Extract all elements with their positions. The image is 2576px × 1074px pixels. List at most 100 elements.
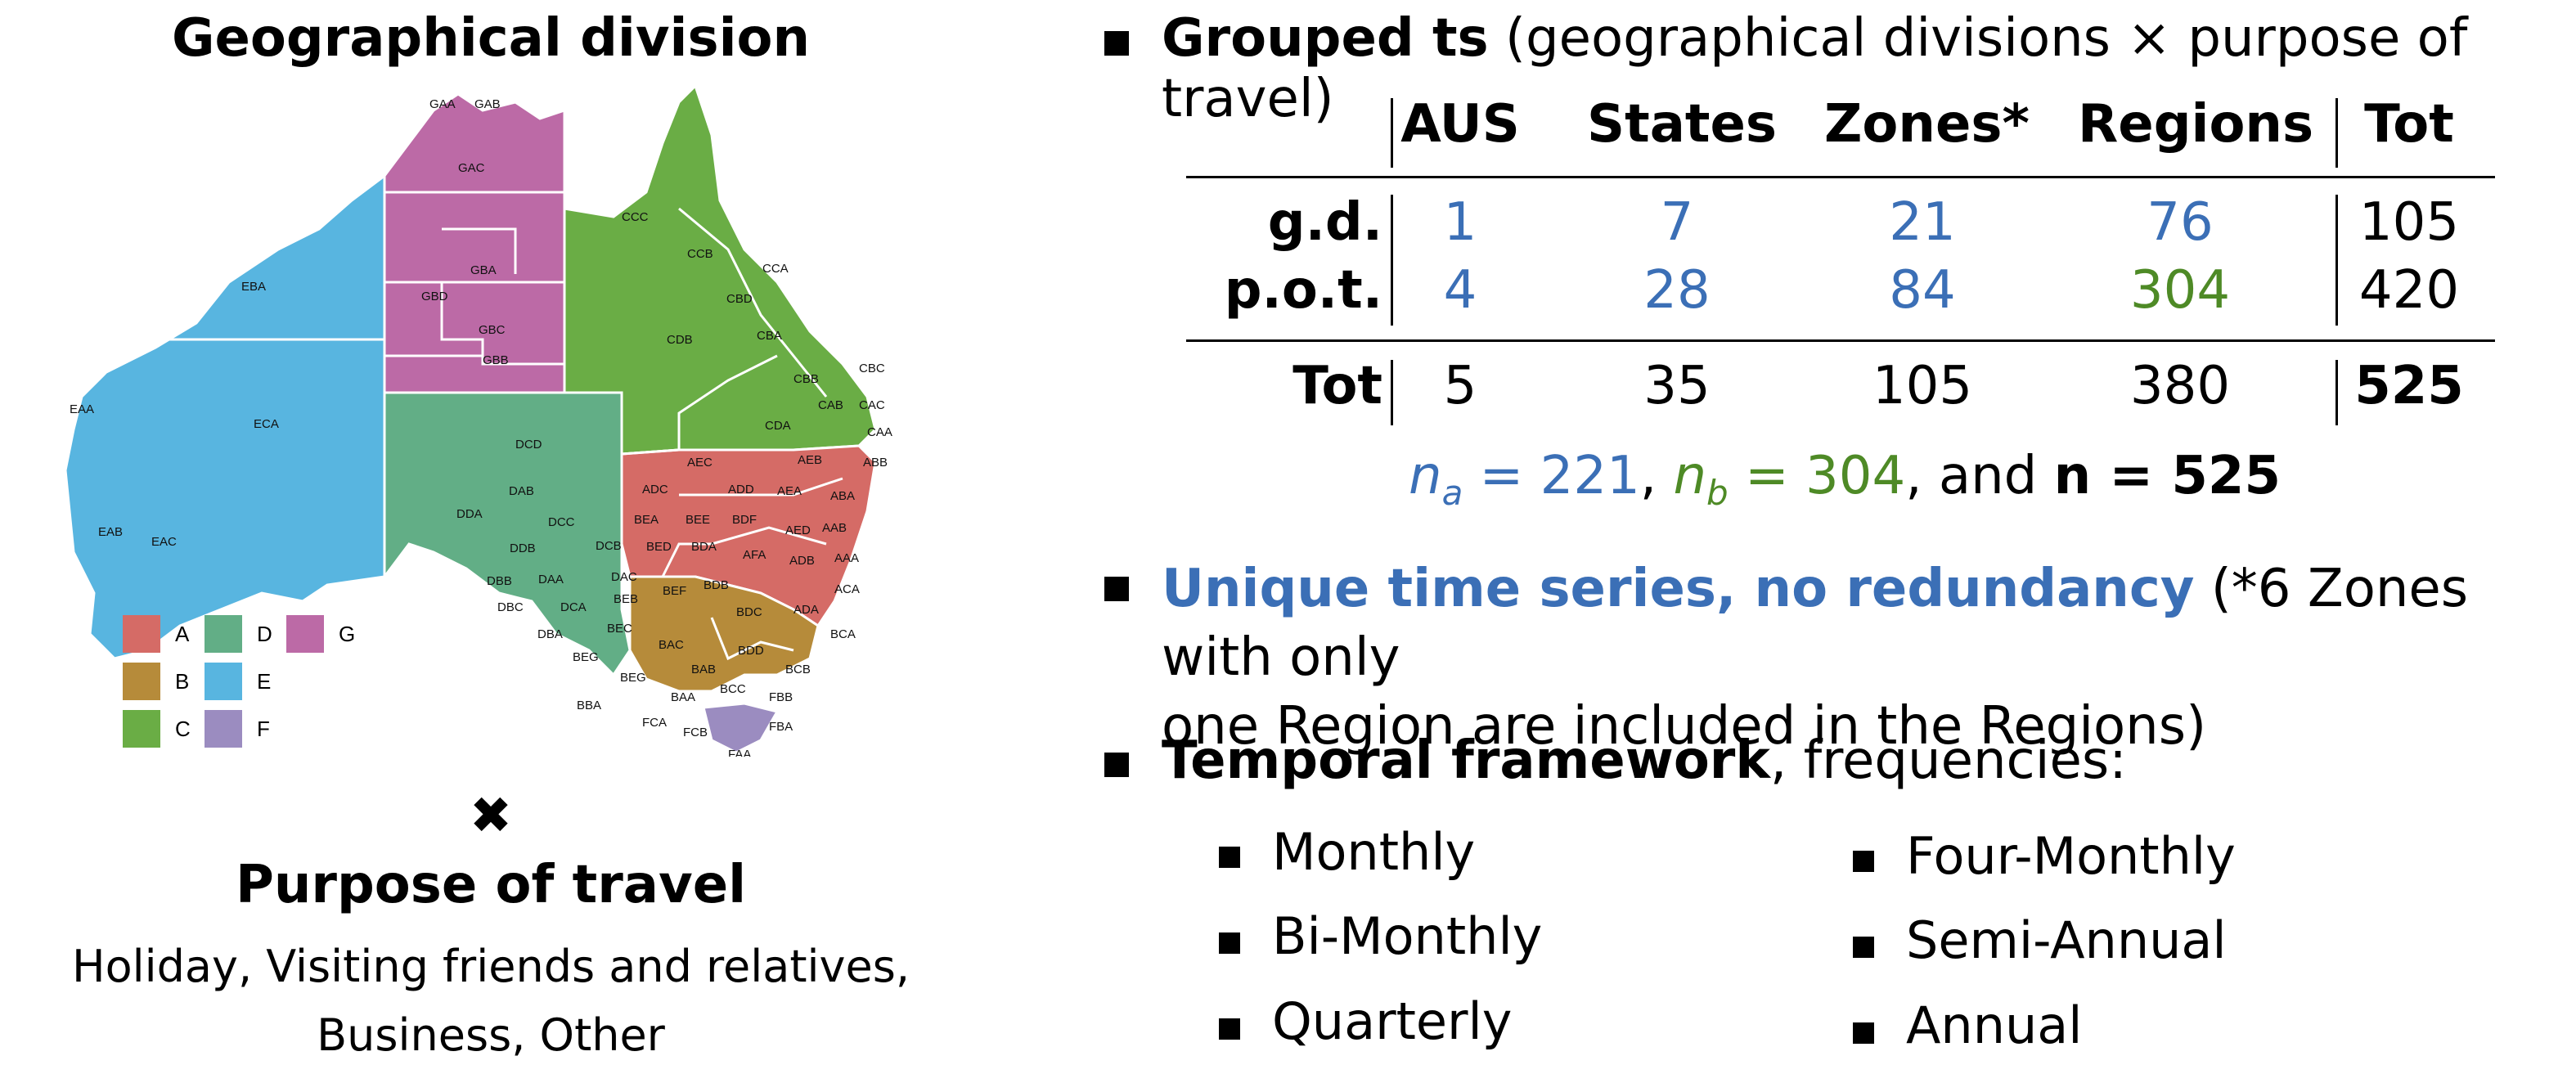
unique-note-part2: one Region are included in the Regions) <box>1162 696 2207 757</box>
table-cell: 76 <box>2147 192 2214 253</box>
region-label: ABB <box>863 456 888 470</box>
region-label: ADD <box>728 483 754 497</box>
region-label: DCC <box>548 515 575 529</box>
region-label: BEG <box>620 671 646 685</box>
table-vrule <box>2335 98 2338 168</box>
temporal-title: Temporal framework <box>1162 730 1770 791</box>
table-cell: 35 <box>1643 356 1711 416</box>
na-expression: na = 221 <box>1409 446 1640 513</box>
bullet-icon <box>1104 753 1129 777</box>
region-label: AFA <box>743 548 766 562</box>
sub-bullet-icon <box>1853 1022 1874 1044</box>
region-label: DDB <box>510 541 536 555</box>
table-cell: 420 <box>2358 260 2460 321</box>
region-label: CCA <box>762 262 789 276</box>
region-label: BCA <box>830 627 856 641</box>
region-label: CBC <box>859 362 885 375</box>
table-cell: 380 <box>2129 356 2231 416</box>
header-tot: Tot <box>2364 94 2454 155</box>
region-label: DBA <box>537 627 563 641</box>
table-cell-grand-total: 525 <box>2354 356 2464 416</box>
region-label: GAC <box>458 161 485 175</box>
legend-item-f: F <box>205 710 270 748</box>
grouped-subtitle: (geographical divisions × purpose of tra… <box>1162 8 2468 129</box>
region-label: FAA <box>728 748 751 757</box>
purpose-description: Holiday, Visiting friends and relatives,… <box>0 932 982 1070</box>
region-label: BDB <box>704 578 729 592</box>
table-cell: 84 <box>1889 260 1956 321</box>
legend-item-g: G <box>286 615 355 653</box>
legend-item-e: E <box>205 663 271 700</box>
region-label: CDB <box>667 333 693 347</box>
region-label: EBA <box>241 280 266 294</box>
legend-item-a: A <box>123 615 189 653</box>
legend-item-d: D <box>205 615 272 653</box>
region-label: GAA <box>429 97 456 111</box>
region-label: BEF <box>663 584 686 598</box>
region-label: BBA <box>577 699 601 712</box>
region-label: BDD <box>738 644 764 658</box>
grouped-heading: Grouped ts (geographical divisions × pur… <box>1162 8 2576 129</box>
state-b-region <box>628 575 820 693</box>
table-vrule <box>1391 98 1393 168</box>
region-label: CCB <box>687 247 713 261</box>
sub-bullet-icon <box>1853 937 1874 958</box>
table-vrule <box>2335 195 2338 326</box>
region-label: ADC <box>642 483 668 497</box>
australia-map-svg <box>64 83 877 754</box>
unique-note: Unique time series, no redundancy (*6 Zo… <box>1162 555 2569 761</box>
region-label: DBC <box>497 600 524 614</box>
region-label: ACA <box>834 582 860 596</box>
table-cell: 304 <box>2129 260 2231 321</box>
sub-bullet-icon <box>1219 847 1240 868</box>
region-label: AED <box>785 524 811 537</box>
region-label: BDC <box>736 605 762 619</box>
state-e-region <box>64 173 386 660</box>
region-label: CAB <box>818 398 843 412</box>
table-cell: 105 <box>2358 192 2460 253</box>
region-label: CAA <box>867 425 892 439</box>
region-label: FBB <box>769 690 793 704</box>
australia-map <box>57 83 924 760</box>
map-title: Geographical division <box>171 8 811 69</box>
region-label: BEC <box>607 622 632 636</box>
freq-monthly: Monthly <box>1272 822 1476 882</box>
freq-quarterly: Quarterly <box>1272 991 1513 1051</box>
region-label: BEG <box>573 650 599 664</box>
region-label: DCD <box>515 438 542 452</box>
table-rule-top <box>1186 176 2495 178</box>
region-label: CBD <box>726 292 753 306</box>
region-label: CBB <box>793 372 819 386</box>
purpose-title: Purpose of travel <box>235 855 747 915</box>
region-labels: GAA GAB GAC GBA GBD GBC GBB CCC CCB CCA … <box>57 86 924 762</box>
region-label: BAA <box>671 690 695 704</box>
region-label: BCC <box>720 682 746 696</box>
grouped-title: Grouped ts <box>1162 8 1489 69</box>
region-label: BEA <box>634 513 659 527</box>
table-cell: 1 <box>1443 192 1477 253</box>
region-label: CDA <box>765 419 791 433</box>
times-icon: ✖ <box>470 785 512 845</box>
unique-note-part1: (*6 Zones with only <box>1162 559 2469 688</box>
freq-fourmonthly: Four-Monthly <box>1906 826 2236 886</box>
row-label-tot: Tot <box>1292 356 1382 416</box>
region-label: CCC <box>622 210 649 224</box>
state-f-region <box>702 702 780 754</box>
temporal-heading: Temporal framework, frequencies: <box>1162 730 2127 791</box>
table-cell: 7 <box>1660 192 1694 253</box>
region-label: CAC <box>859 398 885 412</box>
table-cell: 28 <box>1643 260 1711 321</box>
region-label: EAA <box>70 402 94 416</box>
region-label: ABA <box>830 489 855 503</box>
temporal-subtitle: , frequencies: <box>1769 730 2127 791</box>
freq-annual: Annual <box>1906 995 2083 1055</box>
legend-item-b: B <box>123 663 189 700</box>
sub-bullet-icon <box>1853 851 1874 872</box>
table-vrule <box>1391 195 1393 326</box>
purpose-line-2: Business, Other <box>317 1009 665 1061</box>
region-label: BEB <box>614 592 638 606</box>
region-label: DAA <box>538 573 564 586</box>
region-label: BED <box>646 540 672 554</box>
n-and: , and <box>1905 446 2038 506</box>
table-cell: 4 <box>1443 260 1477 321</box>
